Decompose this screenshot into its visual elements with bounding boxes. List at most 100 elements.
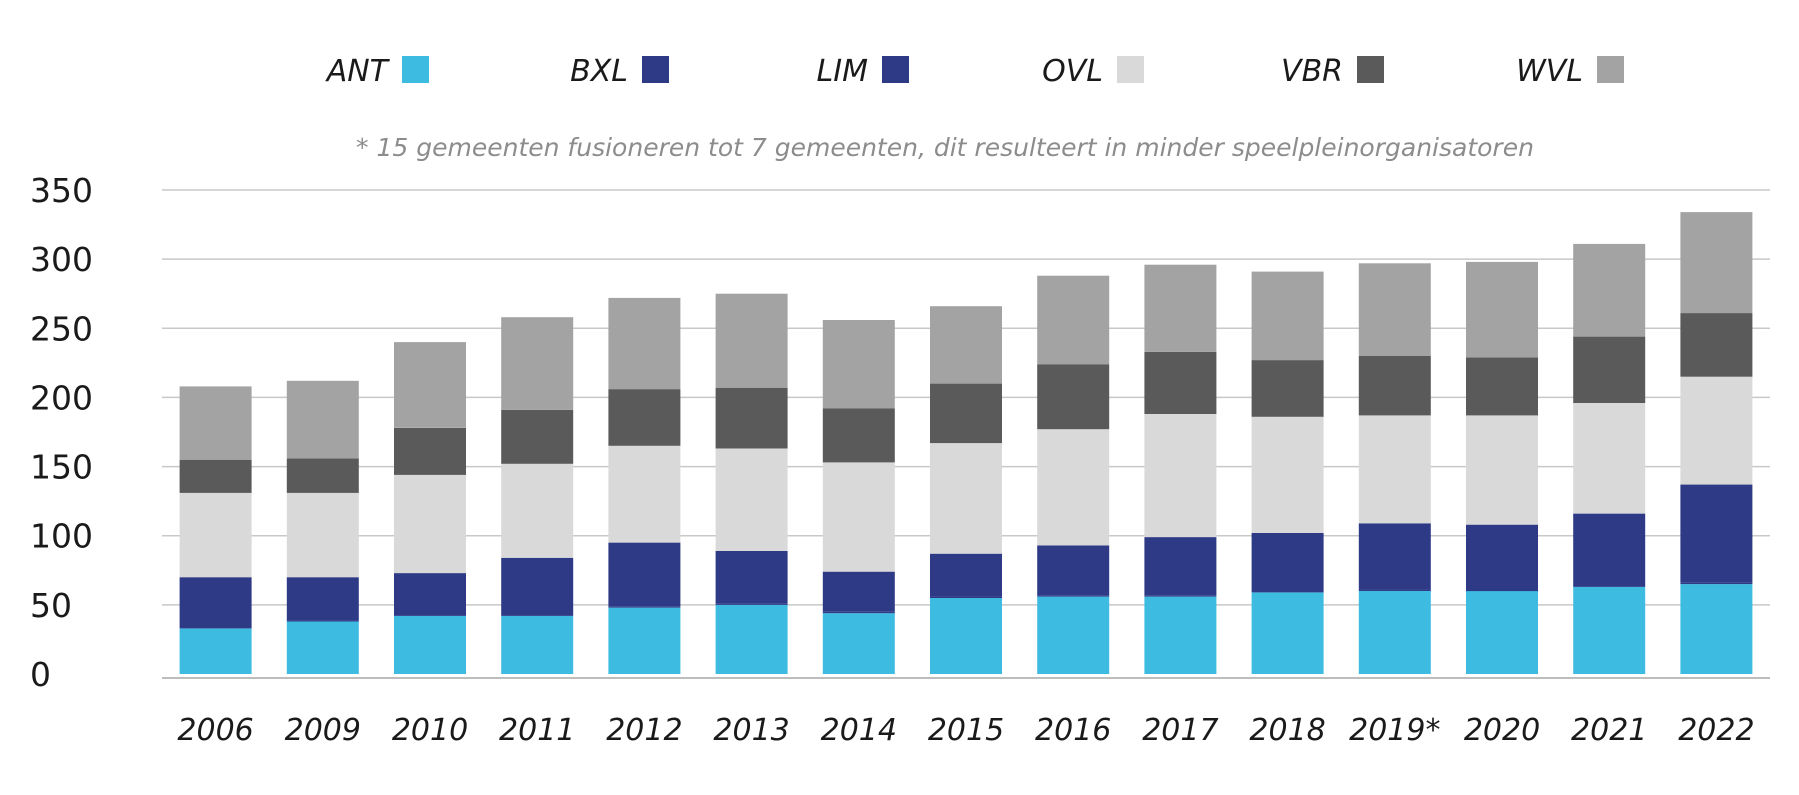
bar-stack-2006: [179, 386, 252, 674]
bar-segment-bxl: [1358, 589, 1431, 591]
bar-segment-ant: [930, 597, 1002, 674]
bar-segment-ant: [179, 628, 252, 674]
bar-segment-vbr: [286, 458, 359, 493]
bar-segment-ant: [1680, 584, 1753, 674]
bar-segment-bxl: [1251, 591, 1324, 593]
legend-swatch: [1597, 56, 1624, 83]
bar-segment-ovl: [286, 492, 359, 578]
bar-segment-wvl: [1144, 264, 1217, 352]
bar-segment-wvl: [1466, 261, 1538, 358]
x-tick-label: 2017: [1142, 713, 1218, 748]
bar-segment-ant: [1037, 596, 1110, 674]
y-tick-label: 100: [30, 517, 93, 556]
bar-stack-2016: [1037, 275, 1110, 674]
bar-segment-wvl: [1358, 263, 1431, 356]
bar-segment-bxl: [822, 611, 895, 614]
bar-segment-vbr: [179, 459, 252, 493]
bar-segment-ant: [501, 615, 574, 674]
bar-segment-ovl: [1573, 403, 1646, 514]
legend-item-vbr: VBR: [1281, 54, 1384, 89]
bar-segment-ant: [1573, 586, 1646, 674]
bar-segment-ovl: [608, 445, 681, 543]
bar-segment-lim: [501, 557, 574, 615]
bar-segment-lim: [1466, 524, 1538, 592]
bar-segment-ovl: [1037, 429, 1110, 546]
bar-segment-lim: [286, 577, 359, 621]
bar-segment-bxl: [930, 596, 1002, 598]
bar-stack-2014: [822, 320, 895, 674]
bar-segment-wvl: [1573, 243, 1646, 337]
bar-segment-ant: [715, 604, 788, 674]
bar-segment-vbr: [1251, 360, 1324, 417]
bar-segment-ant: [1144, 596, 1217, 674]
x-tick-label: 2013: [713, 713, 789, 748]
bar-stack-2011: [501, 317, 574, 674]
x-tick-label: 2019*: [1349, 713, 1440, 748]
bar-stack-2017: [1144, 264, 1217, 674]
legend-label: BXL: [570, 54, 628, 89]
bar-segment-wvl: [608, 297, 681, 390]
bar-segment-vbr: [1680, 313, 1753, 377]
x-tick-label: 2020: [1464, 713, 1540, 748]
legend-swatch: [1117, 56, 1144, 83]
legend-swatch: [882, 56, 909, 83]
legend-item-wvl: WVL: [1516, 54, 1624, 89]
bar-segment-ovl: [930, 443, 1002, 554]
bar-segment-lim: [1037, 545, 1110, 596]
bar-segment-wvl: [501, 317, 574, 410]
x-tick-label: 2015: [928, 713, 1004, 748]
bar-stack-2015: [930, 306, 1002, 674]
bar-segment-ovl: [822, 462, 895, 572]
x-tick-label: 2006: [177, 713, 253, 748]
x-tick-label: 2009: [285, 713, 361, 748]
bar-segment-vbr: [822, 408, 895, 463]
bar-stack-2012: [608, 297, 681, 674]
bar-segment-wvl: [179, 386, 252, 460]
bar-segment-bxl: [608, 606, 681, 608]
bar-segment-wvl: [930, 306, 1002, 384]
bar-segment-vbr: [930, 383, 1002, 444]
bar-segment-vbr: [394, 427, 466, 475]
legend-item-bxl: BXL: [570, 54, 669, 89]
bar-segment-bxl: [179, 627, 252, 629]
x-tick-label: 2011: [499, 713, 575, 748]
bar-segment-vbr: [1573, 336, 1646, 403]
x-tick-label: 2021: [1571, 713, 1647, 748]
bar-segment-lim: [1144, 537, 1217, 596]
bar-segment-lim: [608, 542, 681, 607]
bar-segment-lim: [1251, 532, 1324, 591]
legend-label: WVL: [1516, 54, 1583, 89]
bar-segment-ovl: [179, 492, 252, 578]
bar-stack-2009: [286, 380, 359, 674]
bar-segment-vbr: [1358, 355, 1431, 416]
bar-segment-vbr: [1466, 357, 1538, 416]
x-axis: 2006 2009 2010 2011 2012 2013 2014 2015 2016 2017…: [177, 713, 1754, 748]
y-axis: 0 50 100 150 200 250 300 350: [30, 171, 93, 694]
legend-item-ant: ANT: [325, 54, 429, 89]
bar-segment-wvl: [1680, 212, 1753, 313]
y-tick-label: 250: [30, 309, 93, 348]
legend-label: ANT: [325, 54, 391, 89]
bar-segment-vbr: [1037, 364, 1110, 430]
legend-swatch: [642, 56, 669, 83]
bar-segment-bxl: [715, 603, 788, 605]
bar-stack-2010: [394, 342, 466, 674]
bar-segment-vbr: [715, 387, 788, 449]
bar-segment-lim: [1573, 513, 1646, 586]
bar-segment-lim: [179, 577, 252, 627]
bar-segment-lim: [1680, 484, 1753, 583]
y-tick-label: 50: [30, 586, 72, 625]
bar-segment-ant: [1358, 591, 1431, 674]
bar-segment-ovl: [1144, 414, 1217, 538]
y-tick-label: 150: [30, 448, 93, 487]
bar-segment-ant: [822, 613, 895, 674]
x-tick-label: 2012: [606, 713, 682, 748]
bar-stack-2019: [1358, 263, 1431, 674]
chart-note: * 15 gemeenten fusioneren tot 7 gemeente…: [356, 133, 1534, 162]
x-tick-label: 2018: [1249, 713, 1325, 748]
y-tick-label: 0: [30, 655, 51, 694]
legend-item-lim: LIM: [817, 54, 909, 89]
bar-segment-ant: [286, 621, 359, 674]
x-tick-label: 2010: [392, 713, 468, 748]
